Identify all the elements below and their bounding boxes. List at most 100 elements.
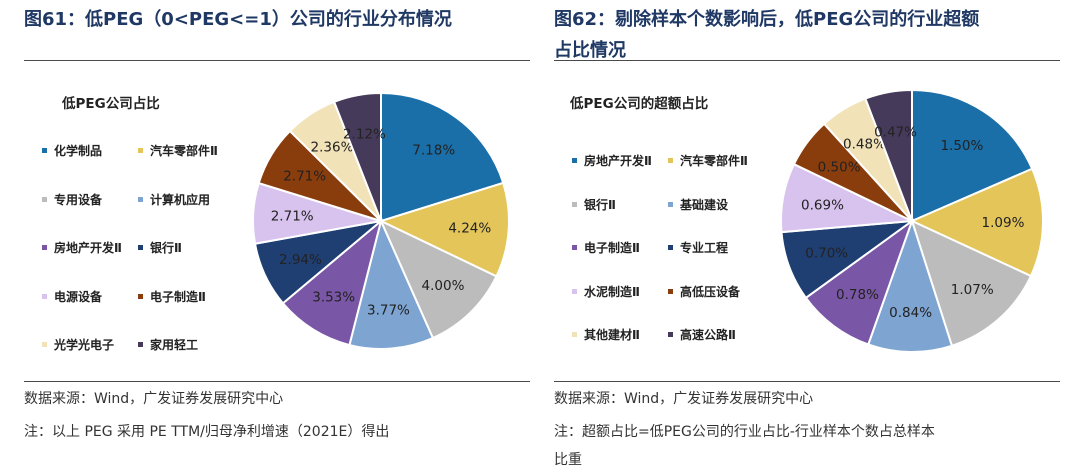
legend-swatch <box>138 148 143 153</box>
slice-label: 4.24% <box>448 220 491 236</box>
legend-item: 专业工程 <box>668 239 728 256</box>
slice-label: 3.77% <box>367 303 410 319</box>
pie-slice <box>864 88 913 222</box>
slice-label: 0.47% <box>874 125 917 141</box>
legend-label: 银行Ⅱ <box>584 197 616 212</box>
footnote-line1: 注：超额占比=低PEG公司的行业占比-行业样本个数占总样本 <box>554 424 935 440</box>
figure-62-panel: 图62：剔除样本个数影响后，低PEG公司的行业超额 占比情况 低PEG公司的超额… <box>548 0 1080 474</box>
legend-label: 高低压设备 <box>680 284 741 299</box>
legend-swatch <box>572 245 577 250</box>
data-source: 数据来源：Wind，广发证券发展研究中心 <box>554 391 814 407</box>
slice-label: 3.53% <box>312 289 355 305</box>
legend-label: 房地产开发Ⅱ <box>54 241 122 255</box>
legend-item: 银行Ⅱ <box>138 239 182 256</box>
slice-label: 0.50% <box>818 159 861 175</box>
slice-label: 2.71% <box>283 168 326 184</box>
legend-swatch <box>42 148 47 153</box>
pie-slice <box>380 91 505 223</box>
legend-item: 化学制品 <box>42 142 102 159</box>
legend-swatch <box>668 332 673 337</box>
legend-label: 电源设备 <box>54 289 103 304</box>
legend-item: 高速公路Ⅱ <box>668 326 736 343</box>
footnote-line2: 比重 <box>554 452 582 468</box>
source-rule <box>554 381 1060 382</box>
legend-item: 专用设备 <box>42 191 102 208</box>
slice-label: 1.09% <box>982 215 1025 231</box>
legend-label: 高速公路Ⅱ <box>680 328 736 342</box>
legend-swatch <box>668 158 673 163</box>
legend-item: 汽车零部件Ⅱ <box>668 152 748 169</box>
pie-slice <box>348 217 435 350</box>
legend-label: 汽车零部件Ⅱ <box>150 144 218 158</box>
slice-label: 2.71% <box>271 209 314 225</box>
legend-swatch <box>138 196 143 202</box>
legend-item: 基础建设 <box>668 196 728 213</box>
chart-title: 低PEG公司的超额占比 <box>570 96 709 112</box>
legend-label: 水泥制造Ⅱ <box>584 284 640 299</box>
legend-label: 家用轻工 <box>150 338 199 352</box>
legend-label: 专业工程 <box>680 241 729 255</box>
legend-swatch <box>138 342 143 347</box>
figure-62-title: 图62：剔除样本个数影响后，低PEG公司的行业超额 占比情况 <box>554 4 1054 66</box>
legend-label: 银行Ⅱ <box>150 241 182 255</box>
pie-slice <box>866 217 954 353</box>
legend-item: 房地产开发Ⅱ <box>572 152 652 169</box>
title-rule <box>554 60 1060 61</box>
slice-label: 0.84% <box>889 305 932 321</box>
slice-label: 1.07% <box>951 282 994 298</box>
legend-item: 高低压设备 <box>668 283 740 300</box>
figure-61-title: 图61：低PEG（0<PEG<=1）公司的行业分布情况 <box>24 9 452 30</box>
legend-item: 汽车零部件Ⅱ <box>138 142 218 159</box>
legend-label: 汽车零部件Ⅱ <box>680 154 748 168</box>
legend-swatch <box>572 201 577 207</box>
legend-label: 房地产开发Ⅱ <box>584 154 652 168</box>
pie-slice <box>378 218 498 340</box>
legend-swatch <box>42 196 47 202</box>
source-rule <box>24 381 530 382</box>
legend-swatch <box>42 245 47 250</box>
legend-item: 房地产开发Ⅱ <box>42 239 122 256</box>
slice-label: 2.12% <box>343 127 386 143</box>
legend-label: 计算机应用 <box>150 192 211 207</box>
legend-item: 电子制造Ⅱ <box>572 239 640 256</box>
legend-label: 其他建材Ⅱ <box>584 328 640 342</box>
slice-label: 0.69% <box>801 198 844 214</box>
figure-61-panel: 图61：低PEG（0<PEG<=1）公司的行业分布情况 低PEG公司占比 化学制… <box>0 0 530 474</box>
slice-label: 7.18% <box>412 142 455 158</box>
legend-label: 光学光电子 <box>54 338 115 352</box>
legend-item: 计算机应用 <box>138 191 210 208</box>
legend-item: 银行Ⅱ <box>572 196 616 213</box>
pie-chart: 7.18% 4.24% 4.00% 3.77% 3.53% 2.94% 2.71% 2.71%… <box>252 91 510 350</box>
legend-swatch <box>572 158 577 163</box>
legend-label: 化学制品 <box>54 144 103 158</box>
legend-item: 家用轻工 <box>138 336 198 353</box>
chart-title: 低PEG公司占比 <box>62 96 160 112</box>
pie-slice <box>909 167 1044 278</box>
pie-slice <box>378 181 510 278</box>
legend-item: 其他建材Ⅱ <box>572 326 640 343</box>
legend-swatch <box>42 293 47 299</box>
legend-swatch <box>138 293 143 299</box>
legend-swatch <box>42 342 47 347</box>
slice-label: 0.48% <box>843 136 886 152</box>
legend-swatch <box>668 201 673 207</box>
figure-62-title-line1: 图62：剔除样本个数影响后，低PEG公司的行业超额 <box>554 9 980 30</box>
slice-label: 2.36% <box>311 140 354 156</box>
data-source: 数据来源：Wind，广发证券发展研究中心 <box>24 391 284 407</box>
legend-item: 电源设备 <box>42 288 102 305</box>
legend-label: 电子制造Ⅱ <box>584 241 640 255</box>
slice-label: 0.70% <box>805 246 848 262</box>
legend-swatch <box>572 288 577 294</box>
pie-slice <box>281 218 383 347</box>
legend-swatch <box>668 245 673 250</box>
pie-slice <box>804 218 915 346</box>
legend-label: 基础建设 <box>680 197 729 212</box>
title-rule <box>24 60 530 61</box>
legend-label: 电子制造Ⅱ <box>150 289 206 304</box>
pie-slice <box>911 88 1034 223</box>
legend-swatch <box>138 245 143 250</box>
pie-chart: 1.50% 1.09% 1.07% 0.84% 0.78% 0.70% 0.69% 0.50%… <box>780 88 1044 353</box>
pie-slice <box>332 91 382 222</box>
slice-label: 0.78% <box>836 287 879 303</box>
legend-item: 电子制造Ⅱ <box>138 288 206 305</box>
